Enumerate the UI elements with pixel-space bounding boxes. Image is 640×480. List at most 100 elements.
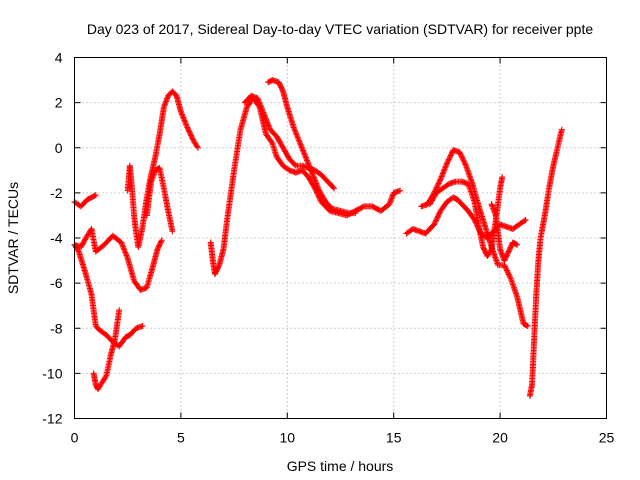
data-point [461,160,468,167]
data-point [102,373,109,380]
data-point [257,103,264,110]
data-point [507,274,514,281]
data-point [158,238,165,245]
data-point [431,220,438,227]
data-point [155,244,162,251]
data-point [276,80,283,87]
data-point [434,183,441,190]
data-point [292,128,299,135]
data-point [331,185,338,192]
data-point [313,181,320,188]
data-point [263,118,270,125]
data-point [297,140,304,147]
data-point [506,247,513,254]
data-point [279,87,286,94]
y-axis-label: SDTVAR / TECUs [5,182,21,294]
data-point [434,213,441,220]
data-point [185,127,192,134]
data-point [446,155,453,162]
data-point [92,192,99,199]
data-point [309,170,316,177]
data-point [506,245,513,252]
data-point [505,271,512,278]
data-point [255,97,262,104]
data-point [188,132,195,139]
data-point [184,124,191,131]
data-point [264,120,271,127]
data-point [445,157,452,164]
data-point [502,254,509,261]
data-point [257,102,264,109]
y-tick-label: 4 [55,50,63,66]
data-point [120,245,127,252]
series-arc-5 [124,88,201,251]
data-point [259,106,266,113]
x-tick-label: 15 [386,430,402,446]
data-point [156,241,163,248]
series-arc-9 [265,77,359,217]
data-point [266,123,273,130]
data-point [123,252,130,259]
data-point [298,144,305,151]
data-point [265,122,272,129]
data-point [301,151,308,158]
y-tick-label: 2 [55,95,63,111]
data-point [302,154,309,161]
data-point [182,120,189,127]
data-point [435,180,442,187]
data-point [157,239,164,246]
data-point [91,192,98,199]
data-point [277,83,284,90]
x-tick-label: 5 [177,430,185,446]
data-point [290,124,297,131]
data-point [303,156,310,163]
data-point [180,114,187,121]
data-point [314,183,321,190]
data-point [313,180,320,187]
y-tick-label: -8 [50,320,63,336]
series-arc-1 [71,192,99,210]
data-point [307,166,314,173]
data-point [298,143,305,150]
data-point [508,243,515,250]
data-point [352,210,359,217]
data-point [523,322,530,329]
data-point [435,211,442,218]
data-point [442,164,449,171]
data-point [521,217,528,224]
data-point [264,119,271,126]
data-point [155,243,162,250]
data-point [440,169,447,176]
data-point [444,181,451,188]
data-point [460,157,467,164]
data-point [501,256,508,263]
series-arc-11 [418,147,531,329]
data-point [442,163,449,170]
data-point [462,161,469,168]
data-point [308,167,315,174]
data-point [214,265,221,272]
y-tick-label: -2 [50,185,63,201]
data-point [305,161,312,168]
data-point [299,147,306,154]
data-point [181,118,188,125]
data-point [315,184,322,191]
data-point [499,174,506,181]
y-tick-label: -4 [50,230,63,246]
x-tick-label: 25 [599,430,615,446]
data-point [262,113,269,120]
data-point [262,115,269,122]
data-point [260,110,267,117]
data-point [293,130,300,137]
data-point [434,214,441,221]
data-point [291,161,298,168]
data-point [304,158,311,165]
y-tick-label: -6 [50,275,63,291]
data-point [116,307,123,314]
data-point [301,150,308,157]
data-point [188,133,195,140]
data-point [458,153,465,160]
data-point [169,228,176,235]
data-point [179,112,186,119]
data-point [480,244,487,251]
